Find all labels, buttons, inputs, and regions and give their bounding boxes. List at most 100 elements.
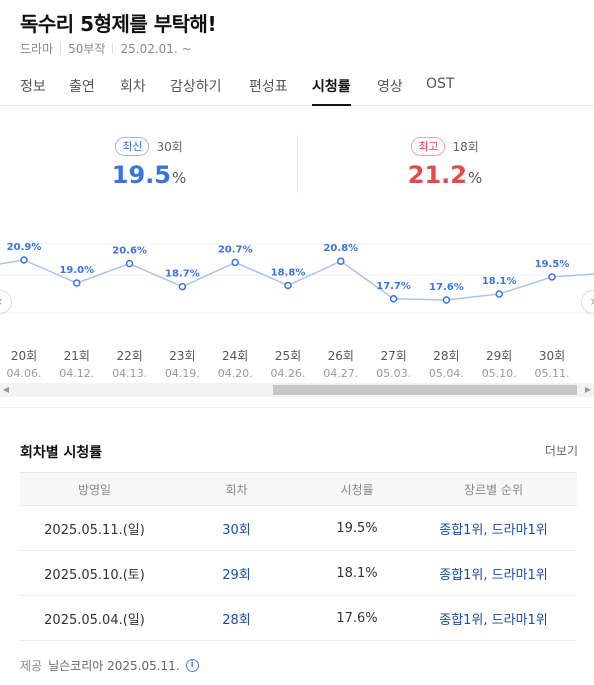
- row-rank-link[interactable]: 종합1위, 드라마1위: [410, 595, 577, 641]
- chart-x-date-label: 04.13.: [112, 367, 147, 380]
- row-episode-link[interactable]: 29회: [169, 550, 304, 596]
- page-title: 독수리 5형제를 부탁해!: [20, 12, 217, 36]
- chart-data-point: [178, 282, 187, 291]
- tab-schedule[interactable]: 편성표: [249, 79, 288, 95]
- chart-x-tick-label: 24회: [222, 349, 248, 363]
- highlight-divider: [297, 135, 298, 193]
- chart-data-point: [73, 279, 81, 287]
- best-rating-card: 최고 18회 21.2 %: [296, 136, 594, 189]
- section-divider: [0, 407, 594, 427]
- info-icon[interactable]: i: [185, 659, 199, 672]
- chart-x-tick-label: 26회: [328, 349, 354, 363]
- chart-data-point: [284, 281, 292, 290]
- chart-x-date-label: 05.11.: [535, 367, 570, 380]
- chart-x-date-label: 04.19.: [165, 367, 200, 380]
- col-genre-rank: 장르별 순위: [410, 472, 577, 506]
- row-rating: 19.5%: [304, 505, 410, 551]
- genre-label[interactable]: 드라마: [20, 42, 54, 56]
- scroll-thumb[interactable]: [273, 385, 577, 395]
- chart-data-label: 20.7%: [218, 244, 253, 255]
- row-date: 2025.05.10.(토): [20, 550, 169, 596]
- chart-data-label: 18.1%: [482, 276, 517, 287]
- tab-cast[interactable]: 출연: [69, 79, 95, 95]
- row-rank-link[interactable]: 종합1위, 드라마1위: [410, 550, 577, 596]
- table-row: 2025.05.11.(일) 30회 19.5% 종합1위, 드라마1위: [20, 505, 577, 551]
- chart-x-tick-label: 22회: [116, 349, 142, 363]
- row-date: 2025.05.11.(일): [20, 505, 169, 551]
- program-meta: 드라마 50부작 25.02.01. ~: [20, 40, 192, 57]
- row-episode-link[interactable]: 28회: [169, 595, 304, 641]
- ratings-chart: 20.9% 20회 04.06. 19.0% 21회 04.12. 20.6% 22회 04.1…: [0, 225, 594, 385]
- chart-data-point: [20, 256, 28, 264]
- chart-x-tick-label: 30회: [539, 349, 565, 363]
- scroll-left-arrow[interactable]: ◀: [2, 385, 10, 394]
- divider: [60, 43, 62, 54]
- chart-x-tick-label: 27회: [380, 349, 406, 363]
- air-date-label: 25.02.01. ~: [120, 41, 192, 56]
- best-badge: 최고: [411, 136, 446, 156]
- chart-x-date-label: 04.26.: [271, 367, 306, 380]
- chart-data-label: 20.6%: [112, 246, 147, 257]
- chart-x-date-label: 05.04.: [429, 367, 464, 380]
- chart-data-point: [442, 296, 451, 304]
- best-rating-unit: %: [467, 169, 483, 187]
- episodes-label: 50부작: [68, 42, 106, 56]
- chart-x-tick-label: 20회: [11, 349, 37, 363]
- chart-series-line: [23, 259, 553, 301]
- episode-ratings-table: 방영일 회차 시청률 장르별 순위 2025.05.11.(일) 30회 19.…: [20, 472, 577, 641]
- chart-x-date-label: 04.06.: [7, 367, 42, 380]
- chart-scrollbar[interactable]: ◀ ▶: [0, 383, 594, 397]
- table-row: 2025.05.10.(토) 29회 18.1% 종합1위, 드라마1위: [20, 550, 577, 596]
- chart-data-label: 19.0%: [59, 265, 94, 276]
- chart-data-label: 17.6%: [429, 282, 464, 293]
- chart-data-point: [495, 290, 503, 298]
- chart-x-tick-label: 21회: [64, 349, 90, 363]
- chart-data-point: [389, 295, 398, 303]
- chart-line-extension: [0, 259, 25, 265]
- tab-ost[interactable]: OST: [426, 76, 455, 92]
- tab-episodes[interactable]: 회차: [120, 79, 146, 95]
- latest-rating-unit: %: [171, 169, 187, 187]
- latest-badge: 최신: [115, 136, 150, 156]
- chart-x-date-label: 04.27.: [323, 367, 358, 380]
- best-episode: 18회: [452, 139, 479, 154]
- row-rank-link[interactable]: 종합1위, 드라마1위: [410, 505, 577, 551]
- row-episode-link[interactable]: 30회: [169, 505, 304, 551]
- chart-data-label: 17.7%: [376, 281, 411, 292]
- chart-data-point: [231, 258, 239, 267]
- tab-info[interactable]: 정보: [20, 79, 46, 95]
- col-rating: 시청률: [304, 472, 410, 506]
- scroll-right-arrow[interactable]: ▶: [584, 385, 592, 394]
- chart-x-tick-label: 23회: [169, 349, 195, 363]
- chart-x-date-label: 05.10.: [482, 367, 517, 380]
- tab-ratings[interactable]: 시청률: [312, 76, 351, 106]
- table-row: 2025.05.04.(일) 28회 17.6% 종합1위, 드라마1위: [20, 595, 577, 641]
- latest-rating-value: 19.5: [111, 161, 171, 189]
- chart-x-tick-label: 28회: [433, 349, 459, 363]
- chart-x-tick-label: 25회: [275, 349, 301, 363]
- tab-bar: 정보 출연 회차 감상하기 편성표 시청률 영상 OST: [0, 66, 594, 106]
- row-rating: 17.6%: [304, 595, 410, 641]
- chart-data-point: [548, 273, 556, 281]
- chart-data-point: [337, 257, 345, 265]
- source-label: 제공: [20, 659, 43, 673]
- latest-episode: 30회: [156, 139, 183, 154]
- section-title: 회차별 시청률: [20, 445, 103, 461]
- ratings-line-chart: 20.9% 20회 04.06. 19.0% 21회 04.12. 20.6% 22회 04.1…: [0, 242, 594, 380]
- row-date: 2025.05.04.(일): [20, 595, 169, 641]
- chart-data-label: 20.8%: [323, 243, 358, 254]
- chart-data-label: 18.8%: [271, 267, 306, 278]
- tab-watch[interactable]: 감상하기: [170, 79, 222, 95]
- chart-data-label: 19.5%: [535, 259, 570, 270]
- col-episode: 회차: [169, 472, 304, 506]
- source-provider: 닐슨코리아 2025.05.11.: [48, 659, 180, 673]
- chart-line-extension: [551, 273, 594, 278]
- tab-video[interactable]: 영상: [377, 79, 403, 95]
- chart-x-date-label: 04.20.: [218, 367, 253, 380]
- chart-data-point: [125, 259, 134, 268]
- more-button[interactable]: 더보기: [544, 444, 578, 458]
- chart-x-date-label: 04.12.: [59, 367, 94, 380]
- best-rating-value: 21.2: [407, 161, 467, 189]
- divider: [112, 43, 114, 54]
- chart-data-label: 18.7%: [165, 269, 200, 280]
